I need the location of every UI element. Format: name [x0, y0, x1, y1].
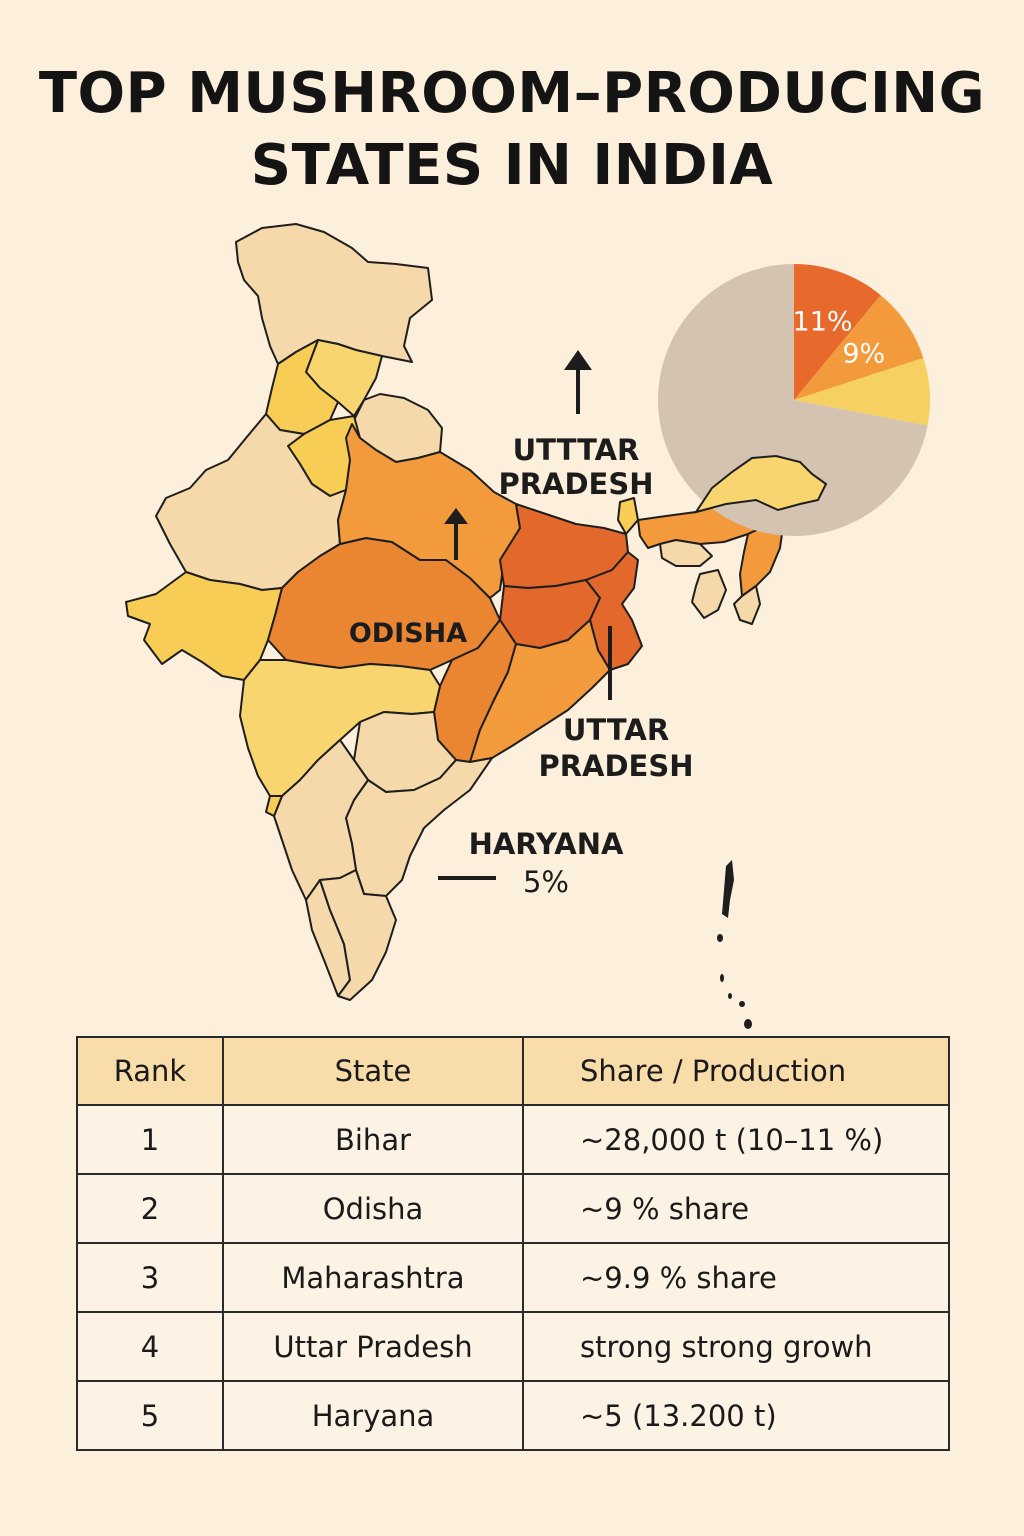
label-uttar-pradesh-top-line1: UTTTAR [513, 433, 640, 467]
state-west-bengal [585, 551, 643, 671]
table-header-row: Rank State Share / Production [76, 1036, 950, 1106]
pie-slice-3 [794, 357, 930, 426]
cell-share: ~28,000 t (10–11 %) [522, 1104, 950, 1175]
label-uttar-pradesh-top-line2: PRADESH [498, 467, 653, 501]
cell-share: ~9.9 % share [522, 1242, 950, 1313]
label-uttar-pradesh-bottom-line2: PRADESH [538, 749, 693, 783]
table-row: 1 Bihar ~28,000 t (10–11 %) [76, 1104, 950, 1175]
cell-state: Uttar Pradesh [222, 1311, 524, 1382]
cell-rank: 3 [76, 1242, 224, 1313]
andaman-nicobar-islands [717, 860, 752, 1029]
cell-share: ~5 (13.200 t) [522, 1380, 950, 1451]
title-line-1: TOP MUSHROOM–PRODUCING [38, 61, 986, 126]
india-map: 11%9% UTTTAR PRADESH ODISHA UTTAR PRADES… [125, 223, 930, 1029]
state-sikkim [617, 497, 639, 535]
cell-state: Bihar [222, 1104, 524, 1175]
state-arunachal [693, 454, 828, 514]
label-haryana: HARYANA [469, 827, 624, 861]
pie-slice-2 [794, 295, 924, 400]
table-row: 3 Maharashtra ~9.9 % share [76, 1242, 950, 1313]
title-line-2: STATES IN INDIA [250, 133, 774, 198]
state-karnataka [273, 739, 369, 901]
cell-rank: 4 [76, 1311, 224, 1382]
cell-rank: 5 [76, 1380, 224, 1451]
pie-slice-1 [794, 264, 881, 400]
table-row: 5 Haryana ~5 (13.200 t) [76, 1380, 950, 1451]
state-jammu-kashmir [235, 223, 433, 365]
page-title: TOP MUSHROOM–PRODUCING STATES IN INDIA [0, 58, 1024, 202]
pie-slice-label-1: 11% [793, 307, 853, 338]
label-haryana-share: 5% [523, 865, 569, 899]
label-odisha: ODISHA [349, 618, 467, 649]
state-tamil-nadu [319, 869, 397, 1001]
pie-slice-4 [658, 264, 928, 536]
pie-slice-label-2: 9% [842, 339, 885, 370]
header-state: State [222, 1036, 524, 1106]
production-table: Rank State Share / Production 1 Bihar ~2… [76, 1036, 950, 1451]
state-punjab [265, 339, 339, 435]
cell-rank: 1 [76, 1104, 224, 1175]
table-row: 2 Odisha ~9 % share [76, 1173, 950, 1244]
state-goa [265, 795, 283, 817]
cell-rank: 2 [76, 1173, 224, 1244]
cell-share: ~9 % share [522, 1173, 950, 1244]
state-tripura [691, 569, 727, 619]
state-odisha [469, 619, 611, 763]
label-uttar-pradesh-bottom-line1: UTTAR [563, 713, 669, 747]
cell-state: Odisha [222, 1173, 524, 1244]
state-meghalaya [659, 539, 713, 567]
header-share: Share / Production [522, 1036, 950, 1106]
share-pie-chart: 11%9% [658, 264, 930, 536]
state-mizoram [733, 585, 761, 625]
cell-share: strong strong growh [522, 1311, 950, 1382]
cell-state: Maharashtra [222, 1242, 524, 1313]
cell-state: Haryana [222, 1380, 524, 1451]
header-rank: Rank [76, 1036, 224, 1106]
table-row: 4 Uttar Pradesh strong strong growh [76, 1311, 950, 1382]
